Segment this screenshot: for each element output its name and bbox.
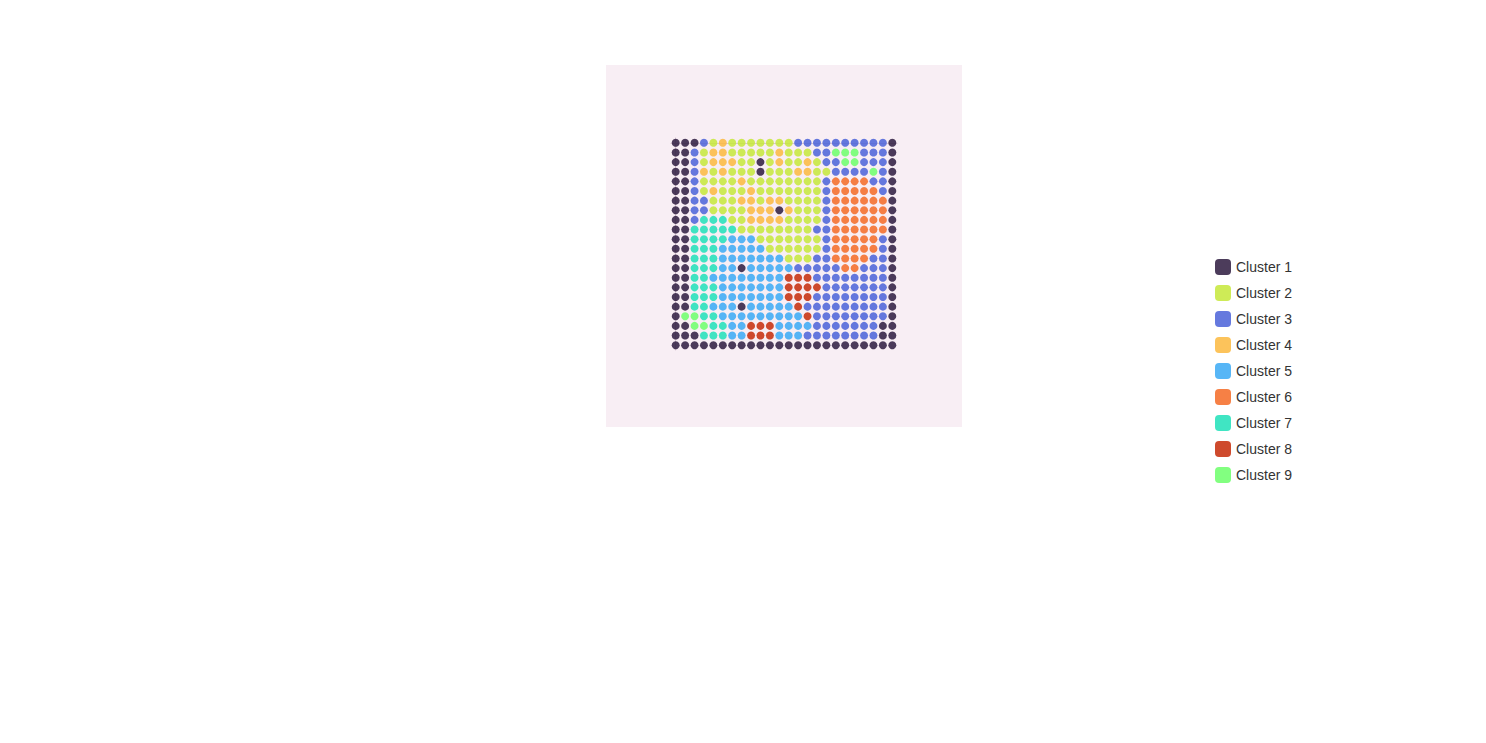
- svg-text:Cluster 3: Cluster 3: [1236, 311, 1292, 327]
- svg-text:Cluster 8: Cluster 8: [1236, 441, 1292, 457]
- svg-text:Cluster 4: Cluster 4: [1236, 337, 1292, 353]
- svg-text:Cluster 1: Cluster 1: [1236, 259, 1292, 275]
- svg-text:Cluster 7: Cluster 7: [1236, 415, 1292, 431]
- svg-text:Cluster 6: Cluster 6: [1236, 389, 1292, 405]
- svg-text:Cluster 9: Cluster 9: [1236, 467, 1292, 483]
- svg-text:Cluster 2: Cluster 2: [1236, 285, 1292, 301]
- svg-text:Cluster 5: Cluster 5: [1236, 363, 1292, 379]
